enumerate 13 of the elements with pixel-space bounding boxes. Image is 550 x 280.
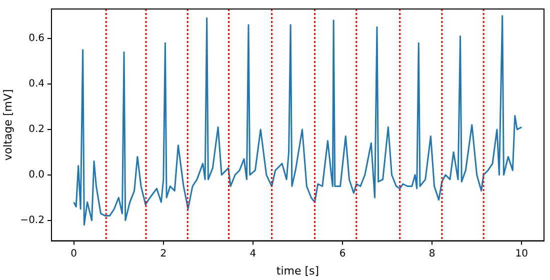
x-tick-label: 0: [70, 248, 78, 260]
x-tick-label: 2: [160, 248, 167, 260]
x-tick-label: 4: [250, 248, 256, 260]
x-tick-label: 8: [428, 248, 436, 260]
y-tick-label: 0.6: [28, 33, 44, 44]
x-axis-title: time [s]: [276, 264, 320, 278]
y-tick-label: 0.2: [28, 124, 44, 136]
y-tick-label: −0.2: [20, 214, 44, 226]
y-axis-title: voltage [mV]: [1, 89, 14, 161]
y-tick-label: 0.0: [28, 169, 44, 180]
x-tick-label: 10: [515, 248, 528, 260]
x-tick-label: 6: [339, 248, 346, 260]
y-tick-label: 0.4: [28, 78, 44, 90]
